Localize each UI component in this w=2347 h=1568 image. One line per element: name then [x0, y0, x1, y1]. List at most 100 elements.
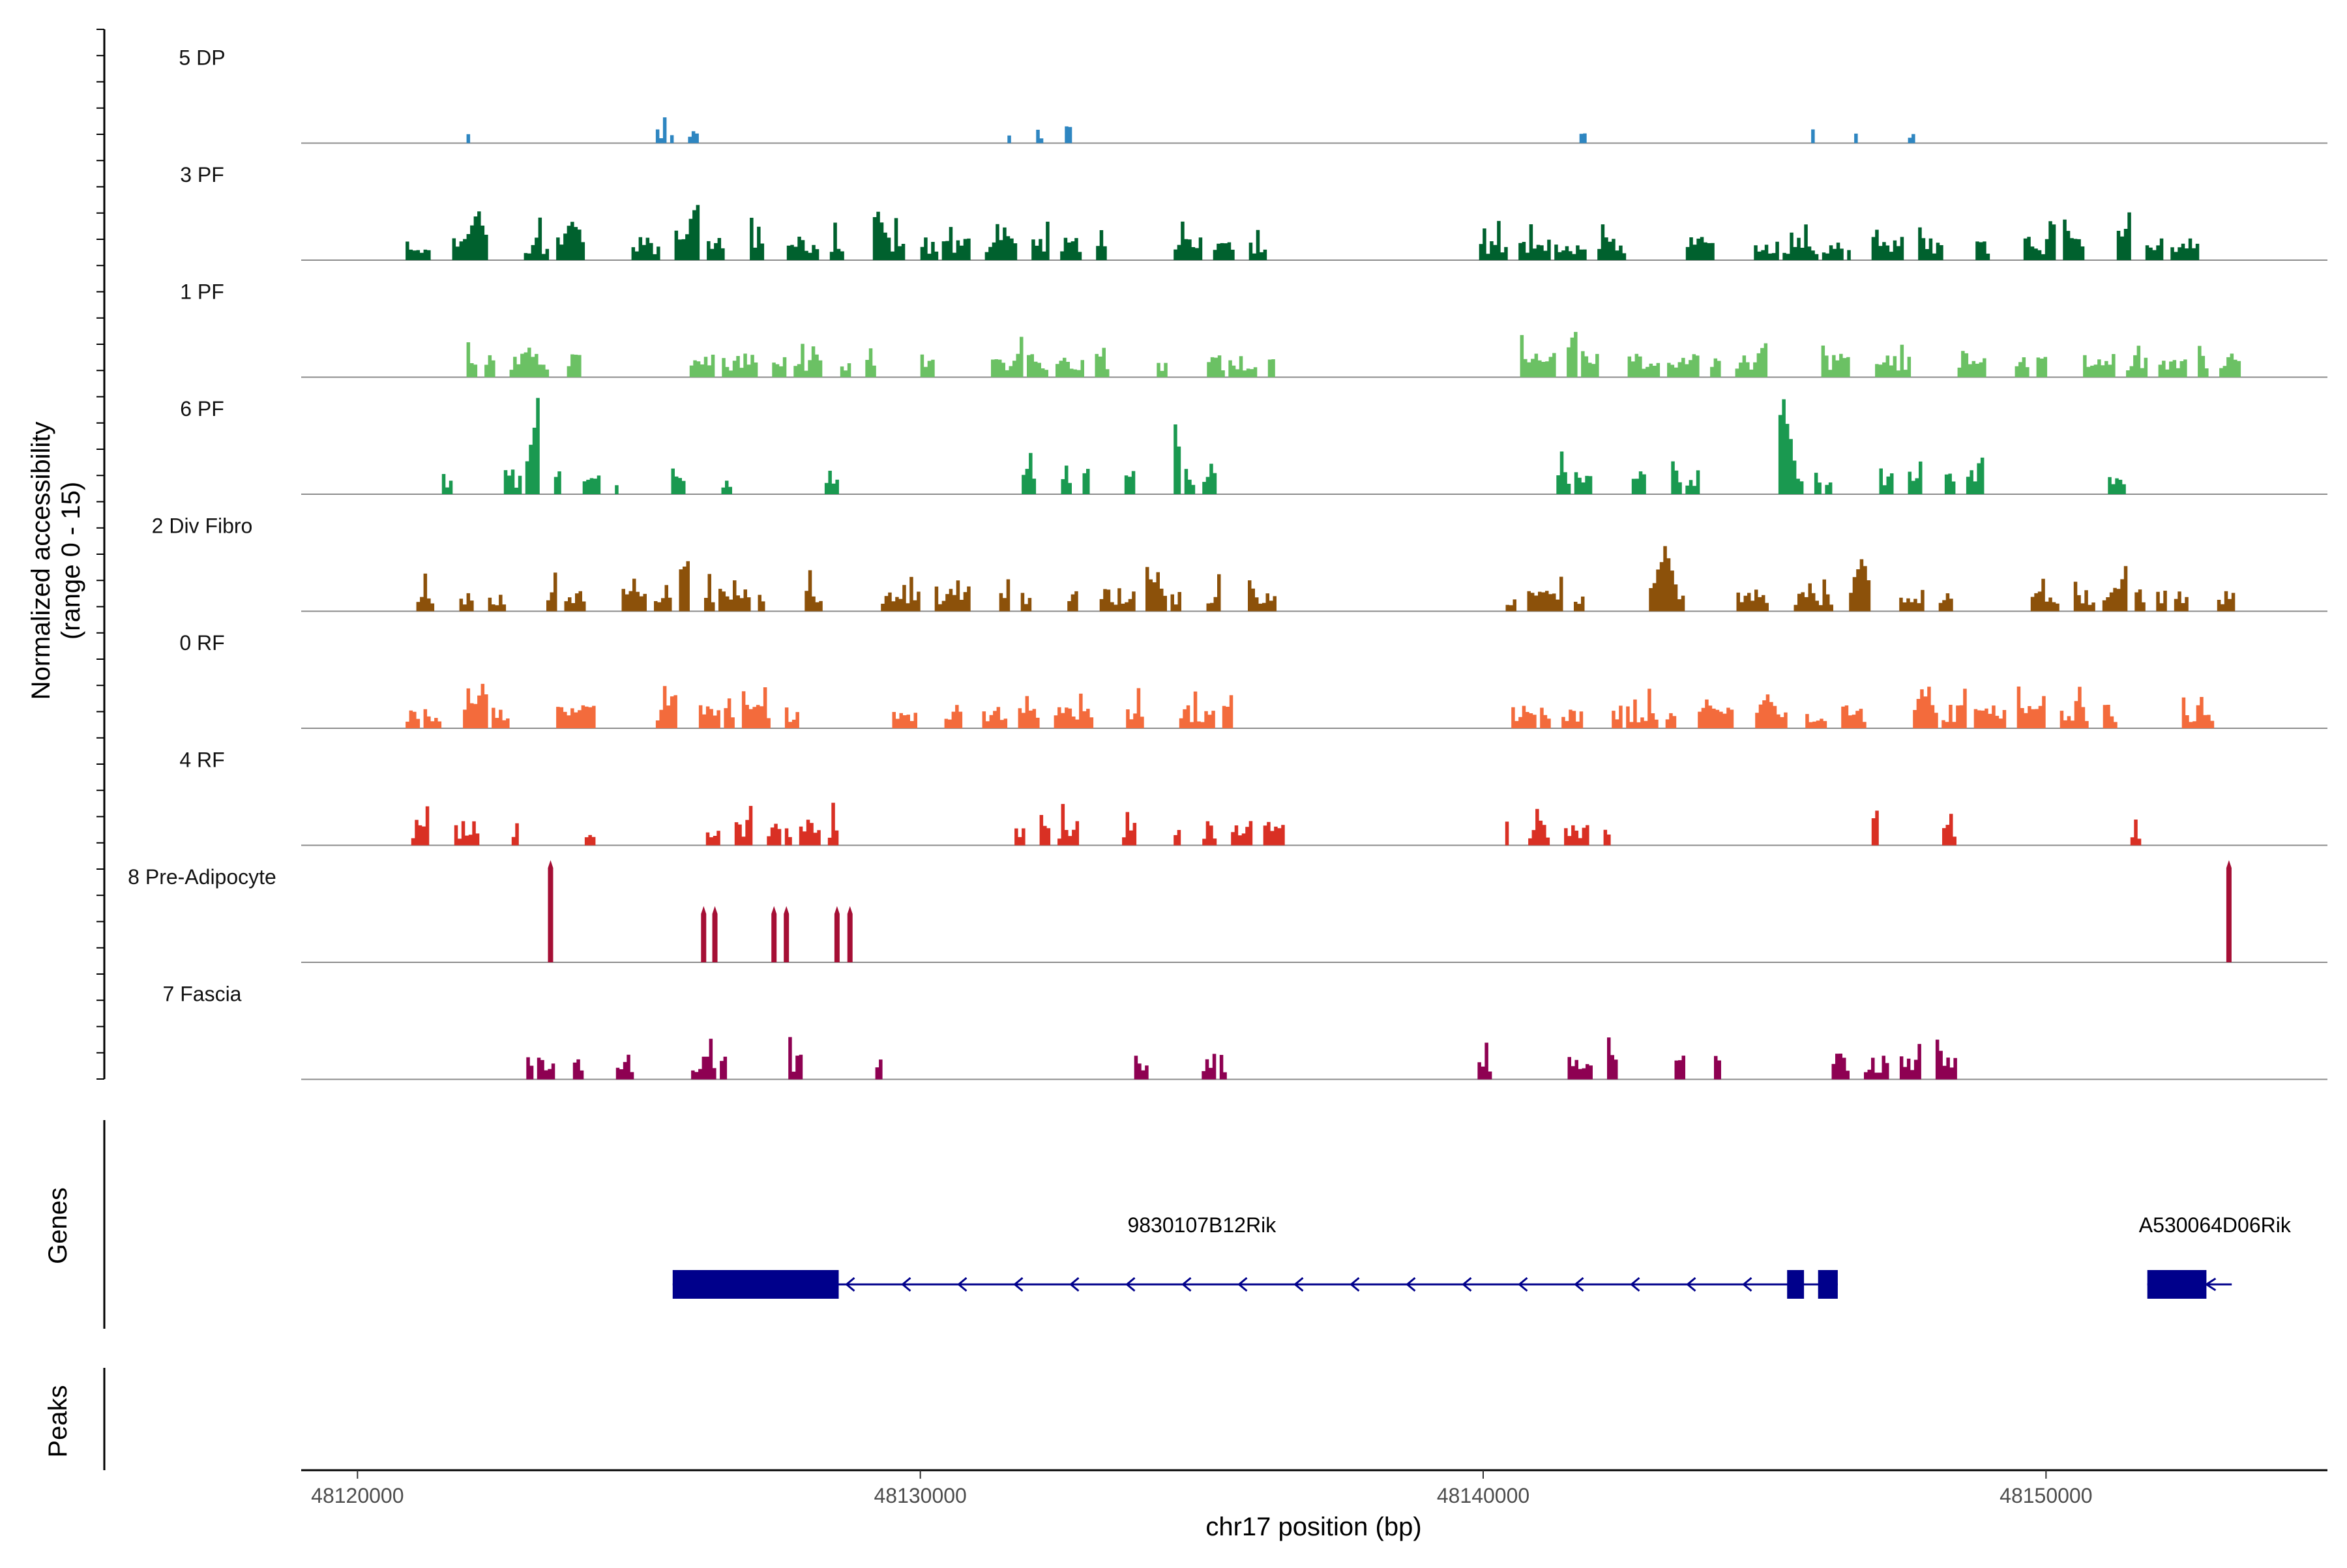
accessibility-peak — [875, 1059, 883, 1080]
accessibility-peak — [1941, 688, 1967, 728]
accessibility-peak — [2102, 566, 2128, 612]
accessibility-peak — [1219, 1055, 1227, 1080]
accessibility-peak — [1099, 588, 1136, 612]
accessibility-peak — [584, 835, 596, 846]
accessibility-peak — [1520, 334, 1556, 377]
gene-exon — [2147, 1270, 2207, 1299]
strand-arrow — [1350, 1277, 1360, 1292]
accessibility-peak — [824, 471, 839, 494]
accessibility-peak — [1055, 357, 1084, 377]
track-label: 2 Div Fibro — [152, 514, 253, 538]
accessibility-peak — [793, 344, 823, 377]
accessibility-peak — [525, 398, 540, 494]
accessibility-peak — [2036, 357, 2048, 377]
accessibility-peak — [1938, 593, 1953, 612]
accessibility-peak — [1157, 362, 1168, 377]
accessibility-bar — [712, 906, 718, 962]
accessibility-peak — [1020, 593, 1032, 612]
accessibility-peak — [2158, 359, 2187, 377]
accessibility-peak — [2134, 589, 2146, 612]
accessibility-peak — [1134, 1056, 1149, 1080]
accessibility-peak — [934, 580, 971, 612]
peaks-panel-label: Peaks — [44, 1385, 72, 1457]
accessibility-peak — [1714, 1056, 1721, 1080]
accessibility-peak — [1871, 229, 1904, 260]
accessibility-peak — [1814, 473, 1822, 494]
accessibility-peak — [1847, 250, 1851, 260]
track-5: 2 Div Fibro — [152, 514, 2327, 612]
accessibility-peak — [1556, 451, 1571, 494]
accessibility-peak — [984, 224, 1018, 260]
accessibility-peak — [1671, 461, 1682, 494]
accessibility-peak — [1124, 471, 1136, 494]
accessibility-peak — [1574, 472, 1593, 494]
accessibility-peak — [1854, 133, 1858, 143]
accessibility-peak — [941, 227, 971, 260]
accessibility-peak — [1841, 705, 1867, 728]
strand-arrow — [1518, 1277, 1528, 1292]
accessibility-peak — [1231, 821, 1253, 846]
accessibility-peak — [2108, 477, 2126, 494]
accessibility-peak — [1202, 464, 1217, 494]
accessibility-peak — [1607, 1037, 1618, 1080]
accessibility-bar — [784, 906, 790, 962]
accessibility-bar — [701, 906, 707, 962]
accessibility-peak — [1126, 688, 1144, 728]
accessibility-peak — [1567, 1057, 1593, 1080]
accessibility-peak — [2116, 212, 2131, 260]
accessibility-peak — [1736, 589, 1769, 612]
strand-arrow — [1237, 1277, 1248, 1292]
accessibility-peak — [463, 683, 488, 728]
accessibility-peak — [2145, 238, 2164, 260]
accessibility-peak — [1918, 227, 1943, 260]
accessibility-peak — [1145, 567, 1167, 612]
accessibility-peak — [804, 570, 823, 612]
strand-arrow — [1574, 1277, 1584, 1292]
accessibility-peak — [2198, 346, 2209, 377]
track-7: 4 RF — [179, 748, 2327, 846]
accessibility-peak — [840, 363, 851, 377]
accessibility-peak — [1899, 1044, 1921, 1080]
accessibility-peak — [1248, 229, 1267, 260]
strand-arrow — [1293, 1277, 1304, 1292]
accessibility-peak — [799, 820, 821, 846]
strand-arrow — [1742, 1277, 1752, 1292]
accessibility-peak — [704, 574, 715, 612]
accessibility-peak — [1908, 134, 1915, 143]
accessibility-peak — [872, 211, 906, 260]
accessibility-peak — [705, 831, 720, 846]
accessibility-bar — [2226, 860, 2232, 962]
accessibility-peak — [1202, 1054, 1217, 1080]
accessibility-peak — [1206, 574, 1221, 612]
accessibility-peak — [750, 218, 765, 260]
accessibility-peak — [2219, 353, 2241, 377]
accessibility-peak — [1096, 230, 1107, 260]
accessibility-peak — [466, 342, 478, 377]
accessibility-peak — [1184, 469, 1196, 494]
accessibility-peak — [1649, 546, 1685, 612]
track-label: 0 RF — [179, 631, 224, 655]
gene-track: 9830107B12Rik A530064D06Rik — [672, 1213, 2292, 1299]
accessibility-peak — [691, 1039, 716, 1080]
x-tick-label: 48140000 — [1437, 1484, 1529, 1507]
accessibility-peak — [1561, 709, 1584, 728]
accessibility-peak — [1477, 1043, 1492, 1080]
accessibility-peak — [689, 355, 715, 377]
accessibility-peak — [920, 354, 935, 377]
accessibility-peak — [1822, 243, 1844, 260]
y-axis-title-line2: (range 0 - 15) — [57, 482, 85, 640]
accessibility-peak — [1899, 589, 1925, 612]
accessibility-peak — [1825, 482, 1833, 494]
accessibility-peak — [1174, 424, 1181, 494]
accessibility-peak — [631, 237, 660, 260]
accessibility-peak — [1944, 473, 1956, 494]
accessibility-peak — [1574, 597, 1585, 612]
gene-exon — [672, 1270, 839, 1299]
accessibility-peak — [767, 823, 782, 846]
accessibility-peak — [1122, 812, 1137, 846]
accessibility-peak — [1179, 691, 1215, 728]
accessibility-peak — [1054, 693, 1094, 728]
accessibility-peak — [786, 237, 819, 260]
gene-exon — [1787, 1270, 1805, 1299]
accessibility-peak — [2073, 582, 2095, 612]
